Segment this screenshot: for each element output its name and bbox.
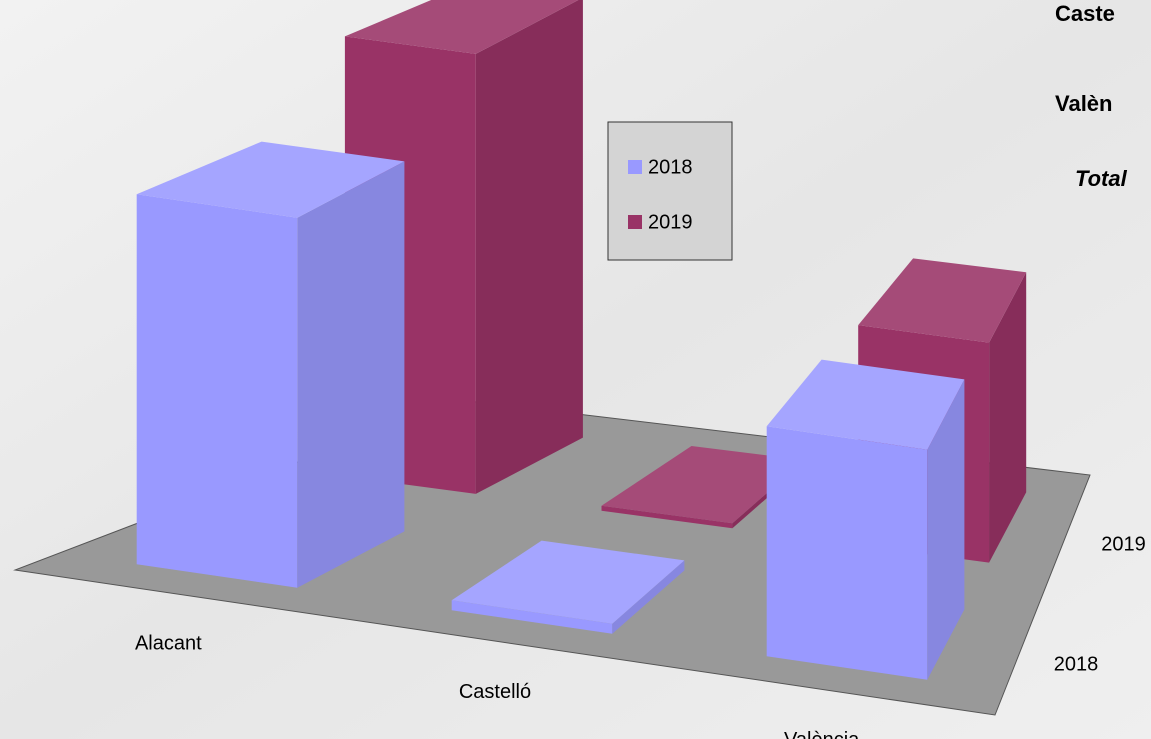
bar-front [601, 505, 733, 529]
side-label: Valèn [1055, 91, 1112, 116]
legend [607, 121, 733, 261]
bar-front [766, 426, 928, 680]
legend-swatch [628, 215, 642, 229]
side-label: Caste [1055, 1, 1115, 26]
bar-side [927, 379, 965, 680]
bar-top [858, 258, 1027, 343]
x-tick-label: Castelló [459, 681, 531, 703]
bar-top [136, 141, 405, 218]
depth-label: 2018 [1054, 653, 1099, 675]
side-label: Total [1075, 166, 1128, 191]
bar-side [989, 272, 1027, 563]
bar-top [601, 446, 805, 524]
x-tick-label: València [784, 729, 860, 739]
bar-top [344, 0, 579, 54]
x-tick-label: Alacant [135, 632, 202, 654]
depth-label: 2019 [1101, 533, 1146, 555]
bar-top [451, 540, 685, 624]
bar-front [136, 194, 298, 588]
legend-swatch [628, 160, 642, 174]
bar-front [451, 600, 613, 634]
bar-side [297, 161, 405, 588]
bar-side [612, 560, 685, 634]
bars [136, 0, 1027, 680]
legend-label: 2018 [648, 156, 693, 178]
legend-label: 2019 [648, 211, 693, 233]
bar-top [766, 359, 965, 450]
bar-side [475, 0, 583, 494]
